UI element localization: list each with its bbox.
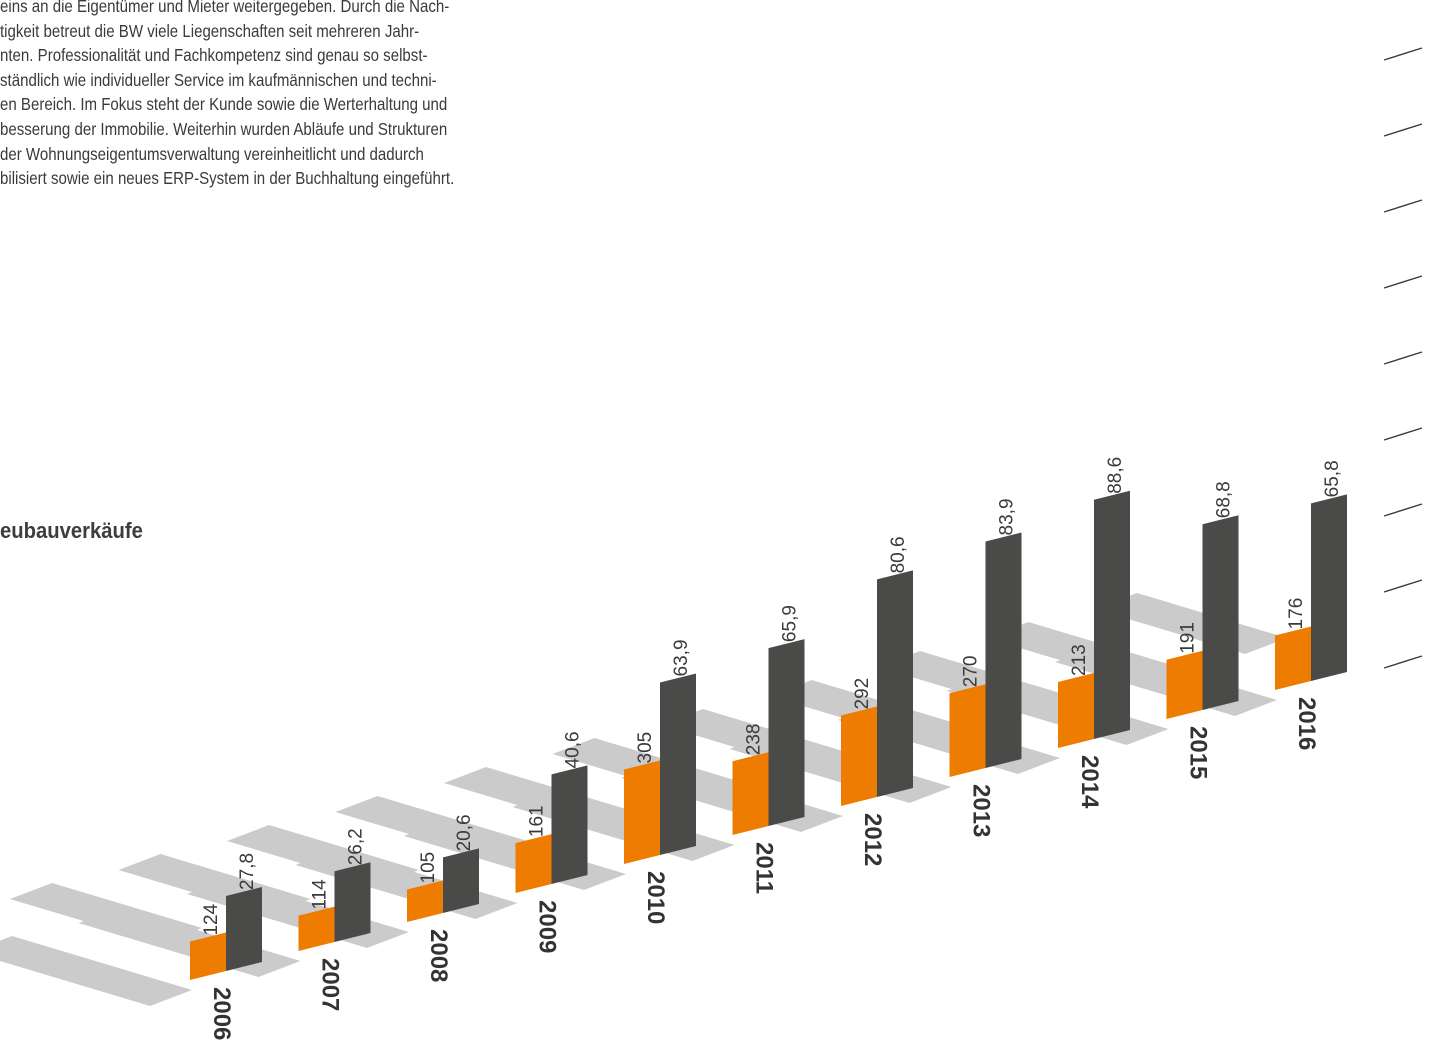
value-label-orange: 213 <box>1069 644 1090 676</box>
value-label-orange: 176 <box>1286 598 1307 630</box>
value-label-orange: 114 <box>310 879 331 910</box>
axis-tick <box>1383 351 1423 365</box>
bar-orange <box>407 880 443 922</box>
axis-tick <box>1383 579 1423 593</box>
axis-tick <box>1383 199 1423 213</box>
year-label: 2014 <box>1076 755 1103 809</box>
intro-line: besserung der Immobilie. Weiterhin wurde… <box>0 118 448 139</box>
floor-strip <box>1095 593 1287 654</box>
year-label: 2015 <box>1185 726 1212 779</box>
bars <box>190 490 1347 980</box>
value-label-dark: 88,6 <box>1105 457 1126 494</box>
bar-orange <box>1275 626 1311 690</box>
value-label-dark: 40,6 <box>563 731 584 768</box>
bar-orange <box>841 706 877 806</box>
intro-line: nten. Professionalität und Fachkompetenz… <box>0 45 428 66</box>
year-label: 2007 <box>317 958 344 1011</box>
value-label-dark: 20,6 <box>454 814 475 851</box>
bar-orange <box>1058 672 1094 748</box>
intro-line: tigkeit betreut die BW viele Liegenschaf… <box>0 20 420 41</box>
bar-dark <box>443 848 479 913</box>
intro-line: en Bereich. Im Fokus steht der Kunde sow… <box>0 94 448 115</box>
section-title: eubauverkäufe <box>0 518 143 543</box>
value-label-dark: 68,8 <box>1214 481 1235 518</box>
labels: 124 27,8 2006 114 26,2 2007 105 20,6 2008 161 40,6… <box>201 47 1423 1040</box>
floor-strip <box>0 936 192 1006</box>
value-label-orange: 292 <box>852 678 873 710</box>
bar-orange <box>949 684 986 777</box>
value-label-dark: 65,8 <box>1322 460 1343 497</box>
bar-dark <box>1202 515 1239 710</box>
year-label: 2012 <box>859 813 886 866</box>
bar-orange <box>515 834 552 893</box>
bar-dark <box>551 765 588 884</box>
bar-dark <box>1311 494 1347 681</box>
value-label-dark: 65,9 <box>780 605 801 642</box>
axis-tick <box>1383 655 1423 669</box>
intro-line: der Wohnungseigentumsverwaltung vereinhe… <box>0 143 424 164</box>
value-label-dark: 63,9 <box>671 639 692 676</box>
bar-dark <box>1094 490 1130 739</box>
bar-dark <box>985 532 1022 768</box>
value-label-orange: 105 <box>418 852 439 884</box>
year-label: 2013 <box>968 784 995 837</box>
value-label-dark: 26,2 <box>346 828 367 865</box>
year-label: 2011 <box>751 842 778 894</box>
intro-line: eins an die Eigentümer und Mieter weiter… <box>0 0 450 16</box>
axis-tick <box>1383 47 1423 61</box>
value-label-dark: 83,9 <box>997 498 1018 535</box>
bar-orange <box>624 760 660 864</box>
value-label-dark: 80,6 <box>888 536 909 573</box>
axis-tick <box>1383 275 1423 289</box>
bar-orange <box>732 752 769 835</box>
intro-line: bilisiert sowie ein neues ERP-System in … <box>0 168 455 189</box>
year-label: 2016 <box>1293 697 1320 750</box>
axis-tick <box>1383 123 1423 137</box>
bar-orange <box>1166 650 1203 719</box>
intro-text: eins an die Eigentümer und Mieter weiter… <box>0 0 568 191</box>
value-label-orange: 238 <box>744 724 765 756</box>
year-label: 2008 <box>425 929 452 982</box>
value-label-orange: 270 <box>961 656 982 688</box>
value-label-dark: 27,8 <box>237 853 258 890</box>
bar-orange <box>298 906 335 951</box>
year-label: 2010 <box>642 871 669 924</box>
value-label-orange: 124 <box>201 903 222 935</box>
bar-dark <box>877 570 913 797</box>
year-label: 2009 <box>534 900 561 953</box>
year-label: 2006 <box>208 987 235 1040</box>
bar-orange <box>190 932 226 980</box>
value-label-orange: 305 <box>635 732 656 764</box>
bar-dark <box>226 886 262 971</box>
intro-line: ständlich wie individueller Service im k… <box>0 69 437 90</box>
value-label-orange: 161 <box>527 805 548 837</box>
bar-dark <box>768 639 805 826</box>
bar-dark <box>660 673 696 855</box>
bar-dark <box>334 862 371 942</box>
value-label-orange: 191 <box>1178 622 1199 654</box>
axis-tick <box>1383 427 1423 441</box>
axis-tick <box>1383 503 1423 517</box>
